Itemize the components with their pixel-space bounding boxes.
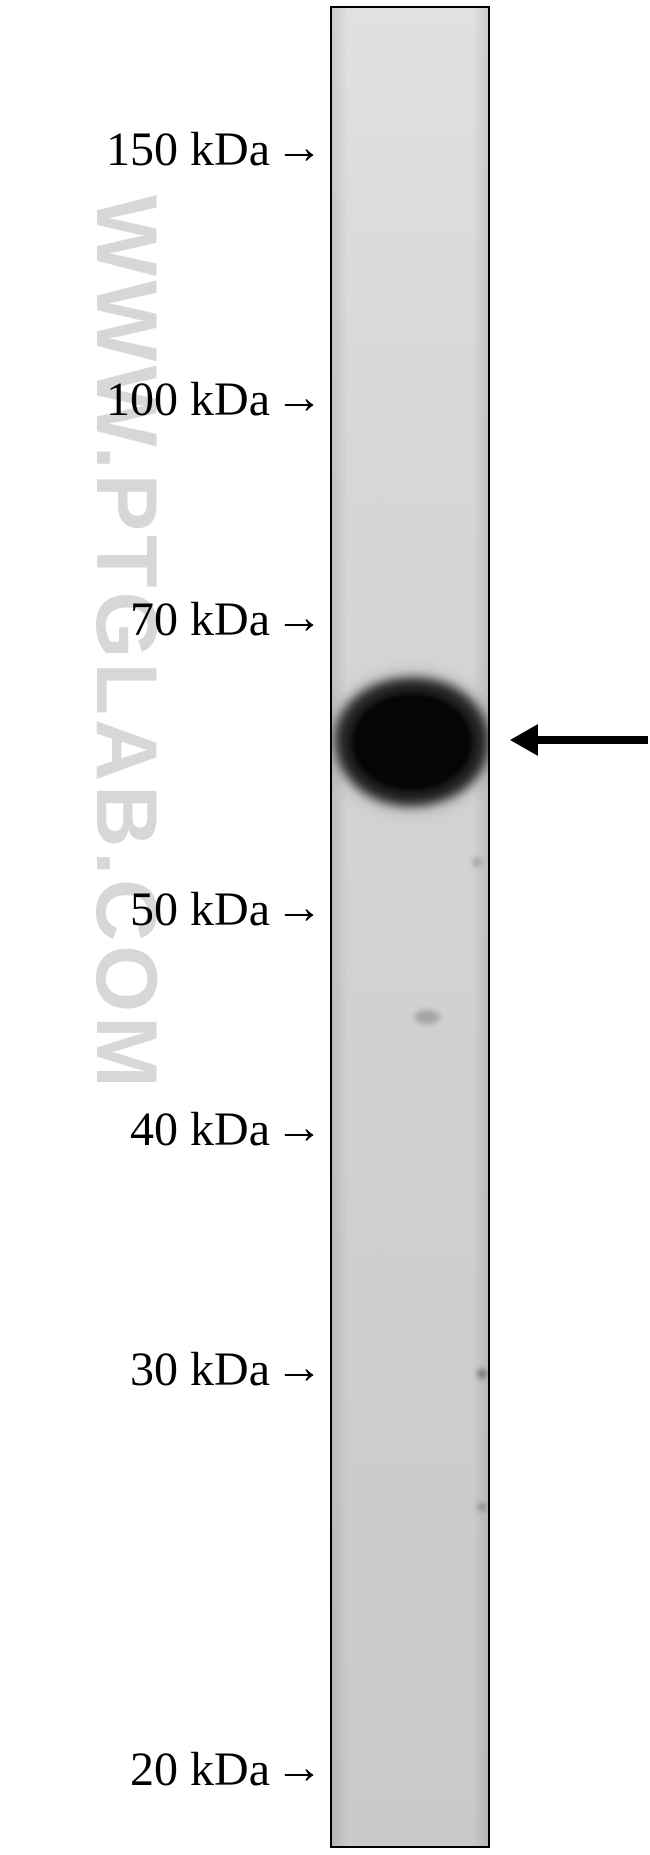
mw-marker-label: 20 kDa (10, 1746, 270, 1794)
mw-marker-label: 30 kDa (10, 1346, 270, 1394)
lane-background (332, 8, 488, 1846)
arrow-shaft (538, 736, 648, 744)
mw-marker-arrow-icon: → (275, 884, 323, 932)
mw-marker-label: 40 kDa (10, 1106, 270, 1154)
faint-band-spot (414, 1010, 440, 1024)
protein-band-core (352, 694, 472, 790)
mw-marker-label: 100 kDa (10, 376, 270, 424)
mw-marker-arrow-icon: → (275, 594, 323, 642)
mw-marker-arrow-icon: → (275, 1744, 323, 1792)
mw-marker-label: 50 kDa (10, 886, 270, 934)
blot-figure: WWW.PTGLAB.COM 150 kDa→100 kDa→70 kDa→50… (0, 0, 650, 1855)
mw-marker-label: 150 kDa (10, 126, 270, 174)
faint-band-spot (478, 1503, 486, 1511)
mw-marker-arrow-icon: → (275, 124, 323, 172)
blot-lane (330, 6, 490, 1848)
mw-marker-arrow-icon: → (275, 1104, 323, 1152)
mw-marker-arrow-icon: → (275, 374, 323, 422)
arrow-head-icon (510, 724, 538, 756)
faint-band-spot (473, 858, 481, 866)
mw-marker-label: 70 kDa (10, 596, 270, 644)
band-indicator-arrow (510, 724, 648, 756)
mw-marker-arrow-icon: → (275, 1344, 323, 1392)
faint-band-spot (477, 1369, 487, 1379)
